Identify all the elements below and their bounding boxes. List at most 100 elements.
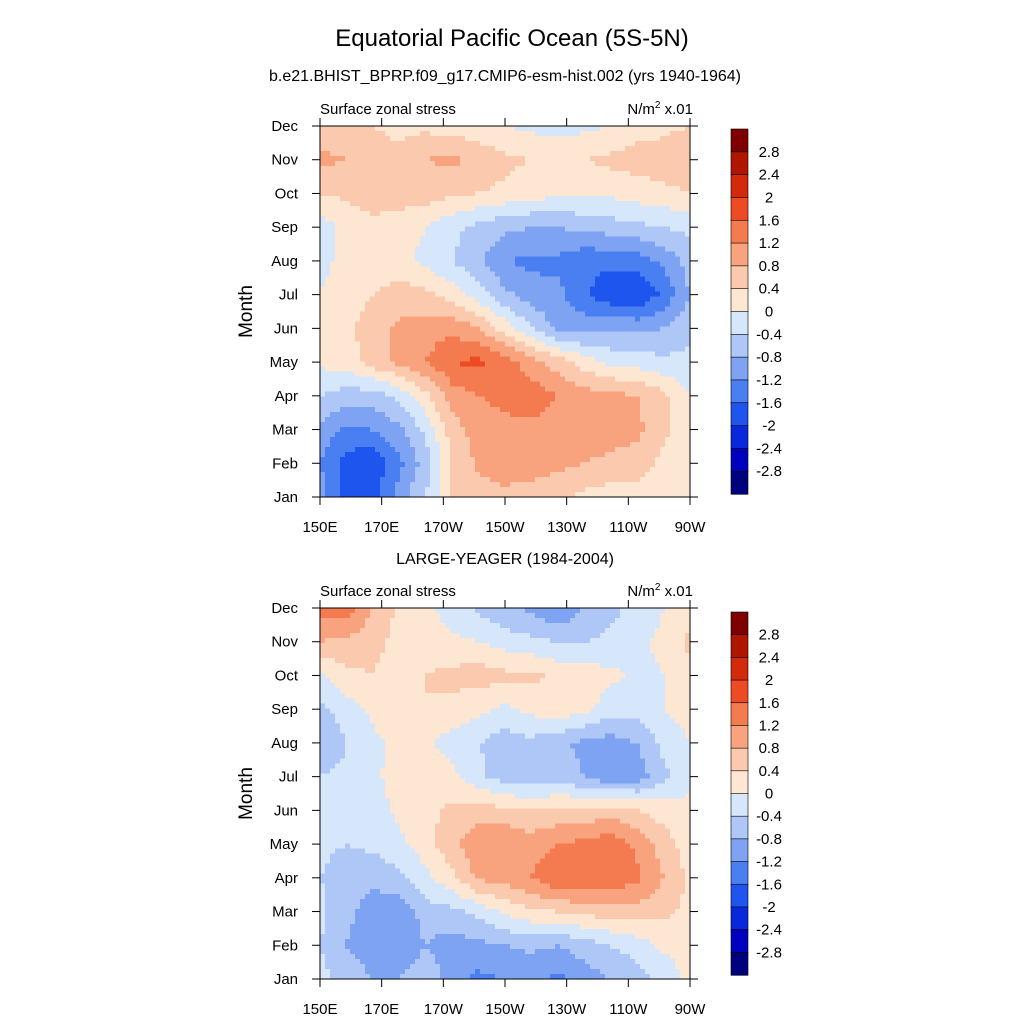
- contour-cell: [400, 151, 406, 157]
- contour-cell: [355, 136, 361, 142]
- contour-cell: [320, 266, 326, 272]
- contour-cell: [395, 276, 401, 283]
- contour-cell: [405, 361, 411, 368]
- contour-cell: [360, 131, 366, 137]
- contour-cell: [440, 171, 446, 177]
- contour-cell: [610, 456, 616, 463]
- contour-cell: [395, 201, 401, 207]
- contour-cell: [465, 421, 471, 428]
- contour-cell: [565, 176, 571, 182]
- contour-cell: [370, 451, 376, 458]
- contour-cell: [630, 286, 636, 293]
- contour-cell: [635, 386, 641, 393]
- contour-cell: [670, 216, 676, 222]
- contour-cell: [525, 391, 531, 398]
- contour-cell: [550, 251, 556, 257]
- contour-cell: [655, 176, 661, 182]
- contour-cell: [425, 371, 431, 378]
- contour-cell: [470, 461, 476, 468]
- contour-cell: [635, 126, 641, 132]
- contour-cell: [595, 361, 601, 368]
- contour-cell: [535, 301, 541, 308]
- contour-cell: [340, 151, 346, 157]
- contour-cell: [510, 376, 516, 383]
- contour-cell: [370, 151, 376, 157]
- contour-cell: [440, 311, 446, 318]
- contour-cell: [630, 396, 636, 403]
- contour-cell: [665, 391, 671, 398]
- contour-cell: [555, 126, 561, 132]
- contour-cell: [515, 346, 521, 353]
- contour-cell: [505, 276, 511, 283]
- contour-cell: [650, 406, 656, 413]
- contour-cell: [595, 216, 601, 222]
- contour-cell: [615, 246, 621, 252]
- contour-cell: [380, 406, 386, 413]
- contour-cell: [680, 421, 686, 428]
- contour-cell: [475, 306, 481, 313]
- contour-cell: [470, 336, 476, 343]
- contour-cell: [385, 391, 391, 398]
- contour-cell: [455, 181, 461, 187]
- contour-cell: [415, 156, 421, 162]
- contour-cell: [595, 431, 601, 438]
- contour-cell: [570, 336, 576, 343]
- contour-cell: [540, 216, 546, 222]
- contour-cell: [535, 391, 541, 398]
- contour-cell: [495, 336, 501, 343]
- contour-cell: [435, 366, 441, 373]
- contour-cell: [595, 131, 601, 137]
- contour-cell: [615, 336, 621, 343]
- contour-cell: [680, 391, 686, 398]
- contour-cell: [325, 371, 331, 378]
- contour-cell: [485, 196, 491, 202]
- contour-cell: [425, 456, 431, 463]
- contour-cell: [415, 126, 421, 132]
- contour-cell: [540, 281, 546, 288]
- contour-cell: [580, 221, 586, 227]
- contour-cell: [595, 291, 601, 298]
- contour-cell: [525, 196, 531, 202]
- contour-cell: [415, 236, 421, 242]
- contour-cell: [330, 231, 336, 237]
- contour-cell: [520, 276, 526, 283]
- contour-cell: [590, 136, 596, 142]
- contour-cell: [505, 206, 511, 212]
- contour-cell: [410, 331, 416, 338]
- contour-cell: [325, 231, 331, 237]
- contour-cell: [440, 141, 446, 147]
- contour-cell: [495, 316, 501, 323]
- contour-cell: [415, 231, 421, 237]
- contour-cell: [395, 356, 401, 363]
- contour-cell: [470, 141, 476, 147]
- contour-cell: [495, 401, 501, 408]
- contour-cell: [655, 286, 661, 293]
- contour-cell: [325, 236, 331, 242]
- contour-cell: [450, 161, 456, 167]
- contour-cell: [595, 286, 601, 293]
- contour-cell: [370, 171, 376, 177]
- contour-cell: [420, 401, 426, 408]
- contour-cell: [635, 206, 641, 212]
- contour-cell: [645, 166, 651, 172]
- contour-cell: [610, 311, 616, 318]
- contour-cell: [635, 401, 641, 408]
- contour-cell: [475, 141, 481, 147]
- contour-cell: [320, 231, 326, 237]
- contour-cell: [490, 326, 496, 333]
- contour-cell: [630, 141, 636, 147]
- contour-cell: [575, 211, 581, 217]
- contour-cell: [515, 441, 521, 448]
- contour-cell: [410, 366, 416, 373]
- contour-cell: [640, 321, 646, 328]
- contour-cell: [360, 286, 366, 293]
- contour-cell: [365, 211, 371, 217]
- contour-cell: [335, 221, 341, 227]
- contour-cell: [420, 261, 426, 267]
- contour-cell: [600, 156, 606, 162]
- contour-cell: [455, 291, 461, 298]
- contour-cell: [365, 461, 371, 468]
- contour-cell: [685, 441, 691, 448]
- contour-cell: [450, 276, 456, 283]
- contour-cell: [360, 301, 366, 308]
